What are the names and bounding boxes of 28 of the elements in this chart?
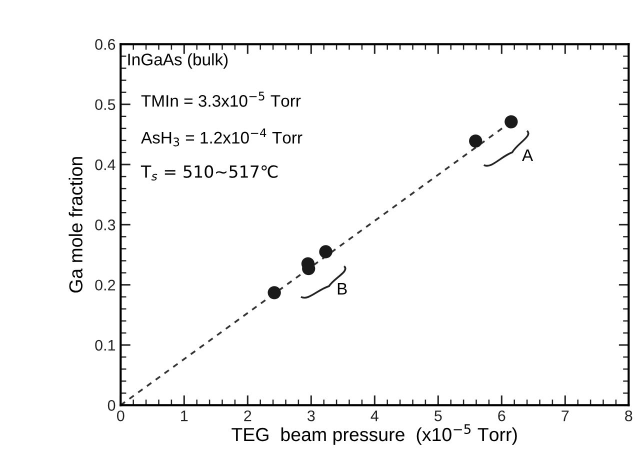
y-tick-label: 0.1 <box>95 340 116 351</box>
y-tick-label: 0.5 <box>95 99 116 110</box>
y-tick-label: 0.3 <box>95 220 116 230</box>
annotation: A <box>522 149 534 161</box>
y-tick-label: 0 <box>108 400 116 411</box>
y-tick-label: 0.6 <box>95 39 116 50</box>
x-tick-label: 6 <box>498 410 506 422</box>
point <box>469 134 482 148</box>
point <box>319 245 332 258</box>
y-tick-label: 0.2 <box>95 280 116 291</box>
x-tick-label: 7 <box>562 410 569 422</box>
y-tick-label: 0.4 <box>95 159 116 170</box>
x-tick-label: 4 <box>370 410 378 422</box>
annotation: AsH$_{3}$ = 1.2x10$^{−4}$ Torr <box>141 128 302 146</box>
x-tick-label: 5 <box>434 410 442 422</box>
x-tick-label: 3 <box>307 410 315 422</box>
annotation: InGaAs (bulk) <box>128 53 228 69</box>
x-tick-label: 2 <box>244 410 252 422</box>
x-tick-label: 0 <box>117 410 124 422</box>
annotation: B <box>338 283 347 295</box>
point <box>504 115 518 128</box>
x-tick-label: 1 <box>181 410 188 422</box>
point <box>268 286 281 300</box>
x-axis-title: TEG beam pressure (x10$^{−5}$ Torr) <box>232 424 517 445</box>
y-axis-title: Ga mole fraction <box>68 157 83 293</box>
x-tick-label: 8 <box>625 410 632 422</box>
annotation: TMIn = 3.3x10$^{−5}$ Torr <box>141 92 301 107</box>
annotation: T$_{s}$ = 510~517℃ <box>140 165 278 181</box>
